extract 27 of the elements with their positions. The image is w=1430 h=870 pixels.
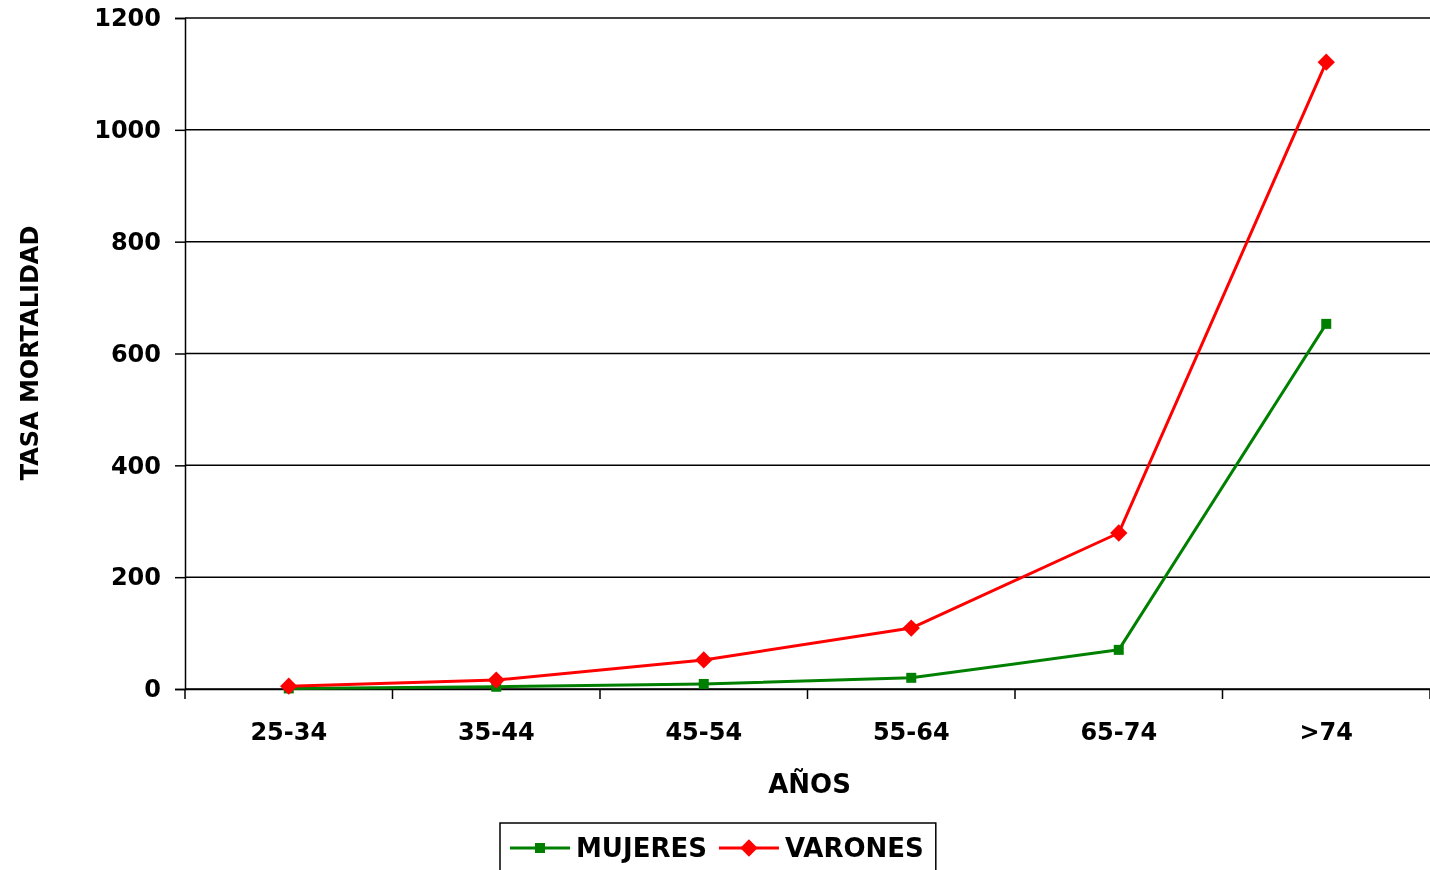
point — [695, 651, 713, 669]
point — [280, 677, 298, 695]
x-tick-label: >74 — [1299, 718, 1354, 747]
point — [487, 671, 505, 689]
y-tick-label: 400 — [110, 451, 161, 480]
y-tick-label: 1200 — [94, 4, 161, 33]
point — [1110, 524, 1128, 542]
x-tick-label: 25-34 — [250, 718, 328, 747]
x-axis-title: AÑOS — [768, 768, 851, 799]
point — [698, 678, 709, 689]
x-tick-label: 65-74 — [1080, 718, 1158, 747]
y-tick-label: 1000 — [94, 116, 161, 145]
point — [902, 619, 920, 637]
point — [1321, 318, 1332, 329]
y-tick-label: 600 — [110, 339, 161, 368]
y-axis-title: TASA MORTALIDAD — [16, 225, 44, 481]
point — [1317, 53, 1335, 71]
x-tick-label: 45-54 — [665, 718, 743, 747]
legend-label: MUJERES — [576, 833, 707, 863]
y-tick-label: 800 — [110, 227, 161, 256]
point — [1113, 644, 1124, 655]
x-tick-label: 35-44 — [457, 718, 535, 747]
point — [906, 672, 917, 683]
y-tick-label: 0 — [144, 675, 161, 704]
x-tick-label: 55-64 — [872, 718, 950, 747]
legend-label: VARONES — [784, 833, 924, 863]
y-tick-label: 200 — [110, 563, 161, 592]
